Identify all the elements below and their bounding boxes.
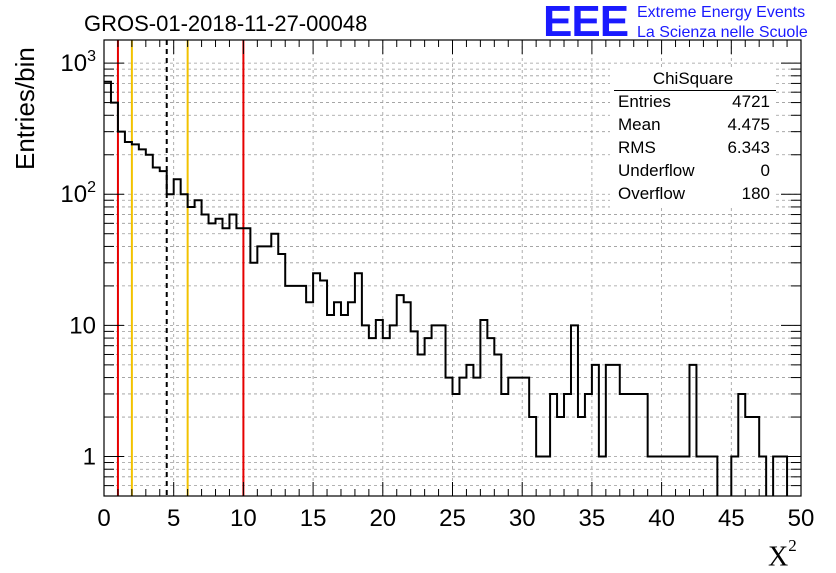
x-tick-label: 0 [97, 505, 110, 532]
axis-ticks [103, 40, 802, 497]
x-tick-label: 10 [230, 505, 257, 532]
histogram-series [104, 80, 789, 496]
stats-value: 180 [741, 184, 770, 203]
stats-box: ChiSquare Entries 4721 Mean 4.475 RMS 6.… [610, 68, 776, 208]
x-tick-label: 50 [788, 505, 815, 532]
stats-key: Overflow [618, 184, 686, 203]
x-tick-label: 30 [509, 505, 536, 532]
x-tick-label: 25 [439, 505, 466, 532]
stats-key: RMS [618, 138, 656, 157]
stats-key: Entries [618, 92, 671, 111]
y-tick-label: 102 [60, 179, 96, 208]
y-tick-label-base: 10 [69, 312, 96, 339]
stats-key: Underflow [618, 161, 695, 180]
stats-value: 0 [760, 161, 770, 180]
y-tick-label-base: 10 [60, 50, 87, 77]
y-tick-label: 103 [60, 48, 96, 77]
x-tick-label: 20 [369, 505, 396, 532]
x-tick-label: 45 [718, 505, 745, 532]
stats-row-overflow: Overflow 180 [618, 184, 770, 207]
eee-logo: EEE [543, 0, 629, 46]
y-tick-label-base: 10 [60, 181, 87, 208]
x-tick-label: 15 [300, 505, 327, 532]
stats-key: Mean [618, 115, 661, 134]
y-tick-label-base: 1 [83, 444, 96, 471]
y-axis-label: Entries/bin [10, 47, 40, 170]
y-tick-label: 10 [69, 312, 96, 339]
x-axis-label-exponent: 2 [788, 536, 797, 555]
stats-title: ChiSquare [652, 69, 734, 88]
y-tick-label-exponent: 3 [87, 48, 96, 65]
stats-row-entries: Entries 4721 [618, 92, 770, 115]
x-tick-label: 35 [579, 505, 606, 532]
y-tick-label-exponent: 2 [87, 179, 96, 196]
reference-lines [116, 40, 245, 496]
stats-divider [614, 90, 776, 91]
stats-value: 6.343 [727, 138, 770, 157]
histogram-outline [104, 80, 789, 496]
x-tick-label: 40 [648, 505, 675, 532]
run-title: GROS-01-2018-11-27-00048 [84, 11, 368, 36]
logo-tagline-1: Extreme Energy Events [637, 4, 806, 21]
stats-value: 4721 [732, 92, 770, 111]
logo-tagline-2: La Scienza nelle Scuole [637, 24, 808, 41]
x-tick-label: 5 [167, 505, 180, 532]
stats-row-rms: RMS 6.343 [618, 138, 770, 161]
stats-row-underflow: Underflow 0 [618, 161, 770, 184]
x-axis-label: X2 [768, 536, 797, 573]
x-axis-label-base: X [768, 541, 789, 573]
stats-value: 4.475 [727, 115, 770, 134]
stats-row-mean: Mean 4.475 [618, 115, 770, 138]
y-tick-label: 1 [83, 444, 96, 471]
